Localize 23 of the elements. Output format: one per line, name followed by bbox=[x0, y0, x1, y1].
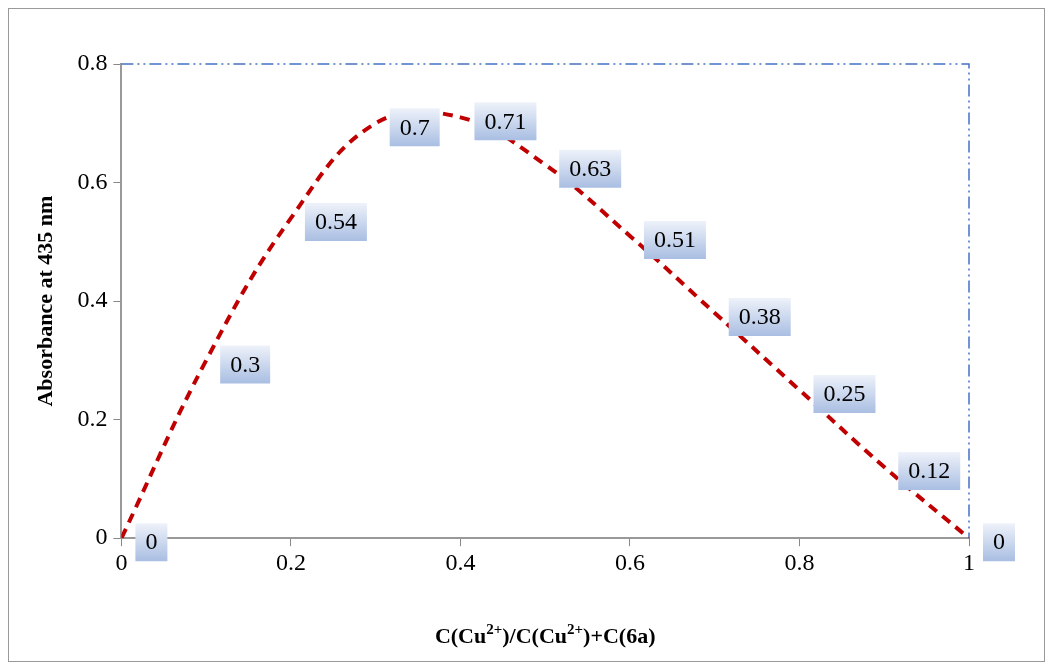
data-label: 0.71 bbox=[484, 107, 527, 134]
data-label: 0.7 bbox=[399, 113, 430, 140]
data-label: 0.54 bbox=[314, 208, 357, 235]
data-label: 0.63 bbox=[569, 155, 612, 182]
y-tick-label: 0.8 bbox=[77, 49, 108, 76]
y-tick-label: 0.6 bbox=[77, 167, 108, 194]
data-label: 0 bbox=[993, 528, 1005, 555]
data-label: 0.38 bbox=[738, 303, 781, 330]
data-label: 0.12 bbox=[908, 457, 951, 484]
y-tick-label: 0 bbox=[95, 523, 108, 550]
data-label: 0.25 bbox=[823, 380, 866, 407]
y-tick-label: 0.2 bbox=[77, 404, 108, 431]
x-tick-label: 0.8 bbox=[784, 548, 815, 575]
x-tick-label: 0.4 bbox=[445, 548, 476, 575]
x-tick-label: 0.2 bbox=[275, 548, 306, 575]
x-tick-label: 0.6 bbox=[614, 548, 645, 575]
y-tick-label: 0.4 bbox=[77, 286, 108, 313]
data-label: 0 bbox=[145, 528, 158, 555]
data-label: 0.51 bbox=[653, 226, 696, 253]
x-tick-label: 0 bbox=[115, 548, 128, 575]
y-axis-title: Absorbance at 435 nm bbox=[31, 195, 57, 407]
data-label: 0.3 bbox=[230, 350, 261, 377]
x-tick-label: 1 bbox=[963, 548, 975, 575]
